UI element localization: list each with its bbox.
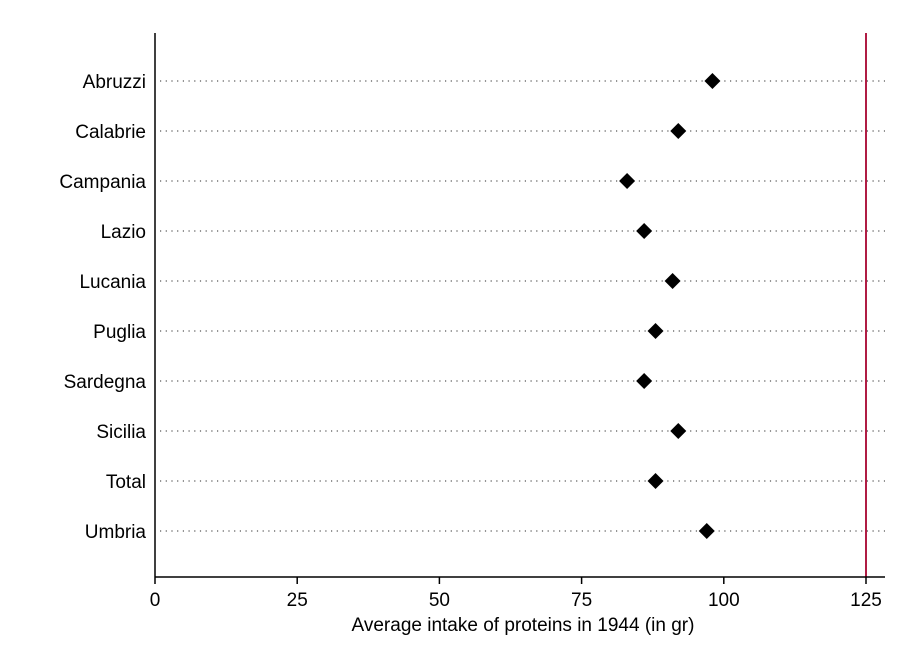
data-point-marker — [636, 373, 653, 389]
category-label: Sicilia — [96, 422, 146, 443]
category-label: Calabrie — [75, 122, 146, 143]
data-point-marker — [636, 223, 653, 239]
data-point-marker — [647, 323, 664, 339]
x-tick-label: 75 — [571, 590, 592, 611]
x-tick-label: 50 — [429, 590, 450, 611]
x-tick-labels: 0 25 50 75 100 125 — [150, 577, 882, 611]
data-point-marker — [670, 423, 687, 439]
category-label: Sardegna — [64, 372, 147, 393]
category-label: Campania — [59, 172, 146, 193]
data-point-marker — [698, 523, 715, 539]
gridlines — [160, 80, 885, 532]
x-tick-label: 25 — [287, 590, 308, 611]
category-label: Total — [106, 472, 146, 493]
category-label: Puglia — [93, 322, 146, 343]
data-markers — [619, 73, 721, 539]
data-point-marker — [670, 123, 687, 139]
x-tick-label: 100 — [708, 590, 740, 611]
category-labels: Abruzzi Calabrie Campania Lazio Lucania Pugli… — [59, 72, 146, 543]
category-label: Lazio — [101, 222, 146, 243]
data-point-marker — [619, 173, 636, 189]
category-label: Lucania — [79, 272, 146, 293]
x-axis-title: Average intake of proteins in 1944 (in g… — [352, 615, 695, 636]
category-label: Umbria — [85, 522, 147, 543]
category-label: Abruzzi — [83, 72, 146, 93]
x-tick-label: 0 — [150, 590, 161, 611]
data-point-marker — [664, 273, 681, 289]
data-point-marker — [704, 73, 721, 89]
data-point-marker — [647, 473, 664, 489]
x-tick-label: 125 — [850, 590, 882, 611]
